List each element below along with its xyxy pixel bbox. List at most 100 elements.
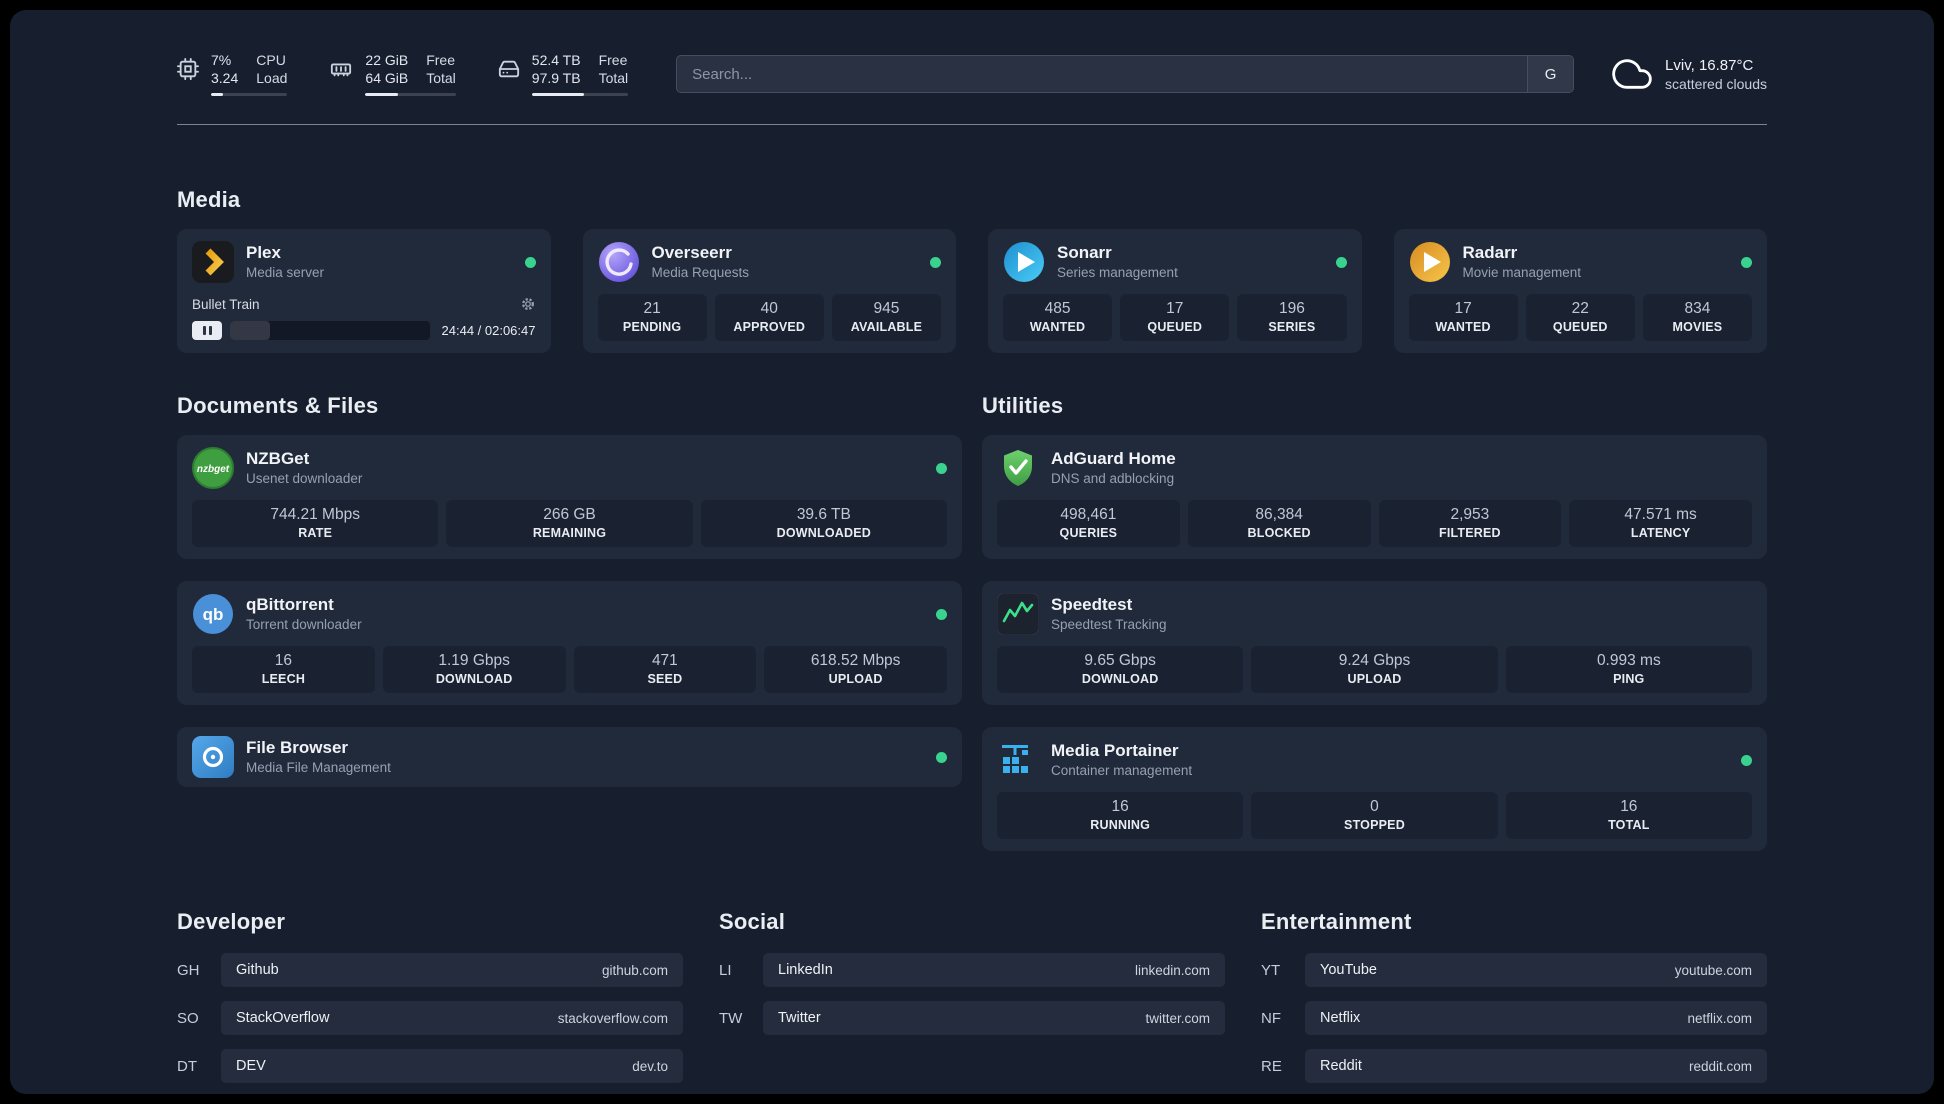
status-dot <box>936 751 947 763</box>
svg-text:nzbget: nzbget <box>197 464 230 475</box>
speedtest-icon <box>996 592 1040 636</box>
storage-label-top: Free <box>598 52 628 68</box>
section-title-files: Documents & Files <box>177 393 379 418</box>
card-overseerr[interactable]: Overseerr Media Requests 21 PENDING 40 APP… <box>582 229 956 353</box>
status-dot <box>524 256 536 268</box>
memory-free: 22 GiB <box>365 52 409 68</box>
storage-free: 52.4 TB <box>531 52 581 68</box>
bookmark-row: TW Twitter twitter.com <box>719 1001 1225 1035</box>
weather-condition: scattered clouds <box>1665 75 1767 92</box>
stat-leech: 16 LEECH <box>192 646 375 693</box>
bookmark-abbr: TW <box>719 1009 743 1027</box>
memory-total: 64 GiB <box>365 70 409 86</box>
app-desc: Media File Management <box>246 760 391 775</box>
app-name: Speedtest <box>1051 595 1133 614</box>
stat-download: 1.19 Gbps DOWNLOAD <box>382 646 566 693</box>
cpu-label-top: CPU <box>256 52 286 68</box>
app-name: Radarr <box>1462 243 1518 262</box>
card-adguard[interactable]: AdGuard Home DNS and adblocking 498,461 Q… <box>982 435 1767 559</box>
search-provider-button[interactable]: G <box>1527 56 1574 92</box>
app-desc: Movie management <box>1462 265 1582 280</box>
filebrowser-icon <box>192 736 234 778</box>
bookmark-abbr: NF <box>1261 1009 1281 1027</box>
app-name: Overseerr <box>651 243 732 262</box>
pause-button[interactable] <box>192 321 222 340</box>
storage-widget: 52.4 TB Free 97.9 TB Total <box>498 52 629 96</box>
bookmark-youtube[interactable]: YouTube youtube.com <box>1305 953 1767 987</box>
gear-icon[interactable] <box>520 296 536 312</box>
section-files: Documents & Files nzbget NZBGet Usenet d… <box>177 393 962 851</box>
stat-queued: 17 QUEUED <box>1120 294 1230 341</box>
stat-wanted: 485 WANTED <box>1003 294 1113 341</box>
stat-pending: 21 PENDING <box>597 294 707 341</box>
app-name: NZBGet <box>246 449 310 468</box>
app-desc: Torrent downloader <box>246 617 362 632</box>
bookmark-abbr: YT <box>1261 961 1281 979</box>
section-title-social: Social <box>719 909 786 934</box>
bookmark-github[interactable]: Github github.com <box>221 953 683 987</box>
card-portainer[interactable]: Media Portainer Container management 16 R… <box>982 727 1767 851</box>
plex-icon <box>192 241 234 283</box>
card-qbittorrent[interactable]: qb qBittorrent Torrent downloader 16 LEEC… <box>177 581 962 705</box>
app-desc: DNS and adblocking <box>1051 471 1175 486</box>
stat-total: 16 TOTAL <box>1505 792 1752 839</box>
stat-stopped: 0 STOPPED <box>1251 792 1498 839</box>
card-radarr[interactable]: Radarr Movie management 17 WANTED 22 QUEUE… <box>1393 229 1767 353</box>
stat-approved: 40 APPROVED <box>714 294 824 341</box>
topbar: 7% CPU 3.24 Load 22 GiB Free 64 GiB Tota… <box>177 52 1767 96</box>
app-desc: Speedtest Tracking <box>1051 617 1167 632</box>
cloud-icon <box>1612 54 1652 94</box>
adguard-icon <box>997 447 1039 489</box>
app-desc: Media Requests <box>651 265 750 280</box>
app-name: AdGuard Home <box>1051 449 1176 468</box>
bookmark-abbr: GH <box>177 961 200 979</box>
card-sonarr[interactable]: Sonarr Series management 485 WANTED 17 QUE… <box>988 229 1362 353</box>
memory-progressbar <box>365 93 456 96</box>
media-grid: Plex Media server Bullet Train 24:44 / 0… <box>177 229 1767 353</box>
cpu-progressbar <box>211 93 288 96</box>
app-name: Plex <box>246 243 281 262</box>
bookmark-row: YT YouTube youtube.com <box>1261 953 1767 987</box>
memory-widget: 22 GiB Free 64 GiB Total <box>329 52 456 96</box>
bookmarks-social: Social LI LinkedIn linkedin.com TW Twitt… <box>719 909 1225 1083</box>
stat-wanted: 17 WANTED <box>1408 294 1518 341</box>
bookmark-linkedin[interactable]: LinkedIn linkedin.com <box>763 953 1225 987</box>
stat-downloaded: 39.6 TB DOWNLOADED <box>700 500 947 547</box>
bookmarks-entertainment: Entertainment YT YouTube youtube.com NF … <box>1261 909 1767 1083</box>
stat-queued: 22 QUEUED <box>1525 294 1635 341</box>
section-title-entertainment: Entertainment <box>1261 909 1412 934</box>
stat-available: 945 AVAILABLE <box>831 294 942 341</box>
card-speedtest[interactable]: Speedtest Speedtest Tracking 9.65 Gbps DO… <box>982 581 1767 705</box>
chip-icon <box>177 58 199 85</box>
bookmark-reddit[interactable]: Reddit reddit.com <box>1305 1049 1767 1083</box>
qbittorrent-icon: qb <box>192 593 234 635</box>
card-filebrowser[interactable]: File Browser Media File Management <box>177 727 962 787</box>
section-title-media: Media <box>177 187 241 212</box>
bookmark-stackoverflow[interactable]: StackOverflow stackoverflow.com <box>221 1001 683 1035</box>
app-name: Sonarr <box>1057 243 1112 262</box>
bookmark-abbr: DT <box>177 1057 197 1075</box>
bookmark-netflix[interactable]: Netflix netflix.com <box>1305 1001 1767 1035</box>
search-input[interactable] <box>677 56 1528 92</box>
bookmark-twitter[interactable]: Twitter twitter.com <box>763 1001 1225 1035</box>
stat-seed: 471 SEED <box>573 646 757 693</box>
bookmark-dev[interactable]: DEV dev.to <box>221 1049 683 1083</box>
app-name: Media Portainer <box>1051 741 1179 760</box>
card-plex[interactable]: Plex Media server Bullet Train 24:44 / 0… <box>177 229 551 353</box>
card-nzbget[interactable]: nzbget NZBGet Usenet downloader 744.21 M… <box>177 435 962 559</box>
bookmark-row: GH Github github.com <box>177 953 683 987</box>
status-dot <box>1335 256 1347 268</box>
stat-rate: 744.21 Mbps RATE <box>192 500 439 547</box>
status-dot <box>936 462 947 474</box>
bookmark-row: NF Netflix netflix.com <box>1261 1001 1767 1035</box>
playback-progressbar <box>230 321 430 340</box>
status-dot <box>1741 754 1752 766</box>
stat-running: 16 RUNNING <box>997 792 1244 839</box>
stat-queries: 498,461 QUERIES <box>997 500 1180 547</box>
storage-label-bottom: Total <box>598 70 629 86</box>
bookmark-row: SO StackOverflow stackoverflow.com <box>177 1001 683 1035</box>
app-name: qBittorrent <box>246 595 334 614</box>
app-desc: Series management <box>1057 265 1178 280</box>
stat-ping: 0.993 ms PING <box>1505 646 1752 693</box>
portainer-icon <box>997 739 1039 781</box>
